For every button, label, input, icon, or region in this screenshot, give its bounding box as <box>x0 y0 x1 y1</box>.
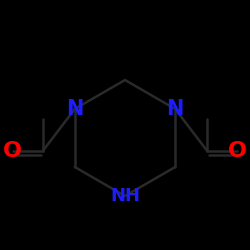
Text: NH: NH <box>110 187 140 205</box>
Text: N: N <box>66 99 84 119</box>
Text: N: N <box>166 99 184 119</box>
Text: O: O <box>3 141 22 161</box>
Text: O: O <box>228 141 247 161</box>
